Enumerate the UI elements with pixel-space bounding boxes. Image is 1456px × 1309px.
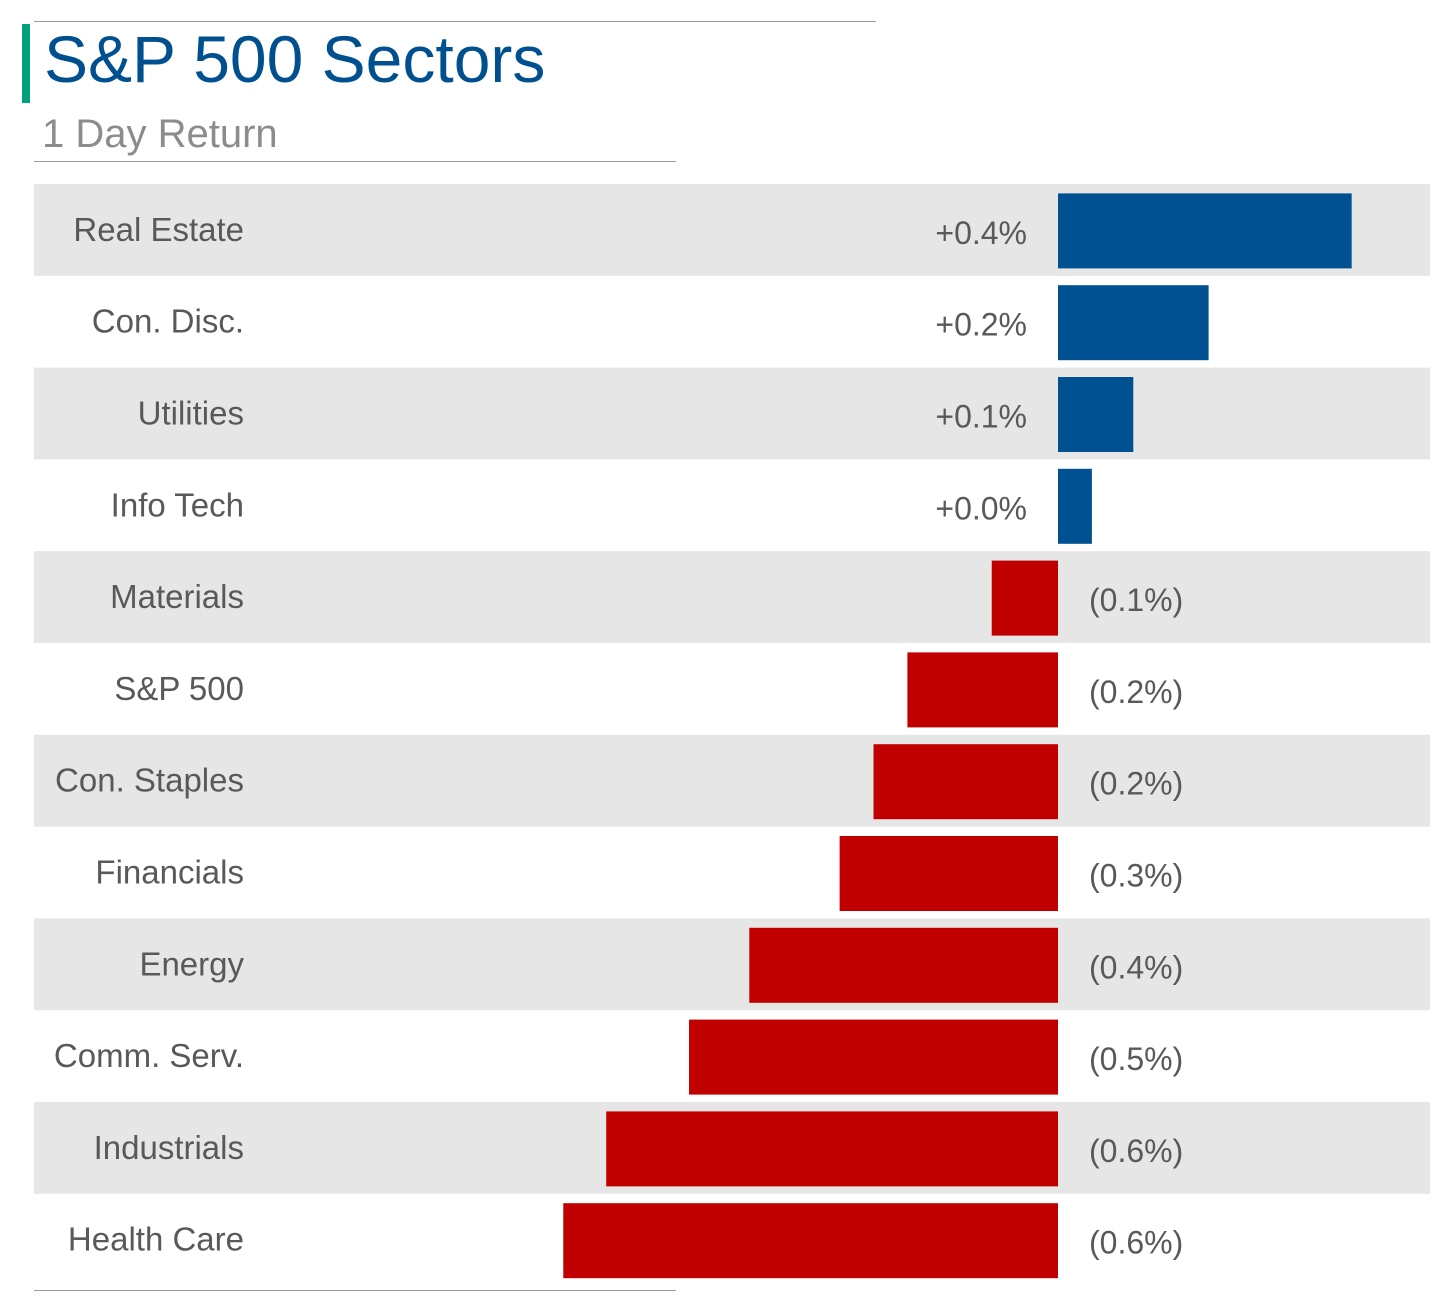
chart-subtitle: 1 Day Return (42, 112, 278, 156)
bar-6 (873, 744, 1058, 820)
value-label: +0.1% (935, 399, 1027, 435)
category-label: Materials (110, 578, 244, 615)
value-label: +0.4% (935, 215, 1027, 251)
value-label: (0.2%) (1089, 674, 1183, 710)
value-label: (0.4%) (1089, 949, 1183, 985)
value-label: (0.3%) (1089, 858, 1183, 894)
bar-7 (839, 836, 1058, 911)
bar-8 (749, 927, 1058, 1003)
subtitle-rule (34, 161, 676, 162)
category-label: Energy (139, 945, 244, 982)
bar-9 (689, 1019, 1058, 1095)
bar-4 (991, 560, 1058, 636)
row-band (34, 551, 1430, 643)
row-band (34, 734, 1430, 827)
row-band (34, 367, 1430, 460)
value-label: (0.1%) (1089, 582, 1183, 618)
category-label: Real Estate (73, 211, 244, 248)
category-label: Con. Disc. (92, 303, 244, 340)
value-label: +0.2% (935, 307, 1027, 343)
category-label: S&P 500 (114, 670, 244, 707)
category-label: Utilities (138, 395, 244, 432)
bar-2 (1058, 377, 1134, 452)
row-band (34, 918, 1430, 1011)
category-label: Con. Staples (55, 762, 244, 799)
bar-3 (1058, 468, 1092, 544)
category-label: Health Care (68, 1221, 244, 1258)
value-label: (0.6%) (1089, 1133, 1183, 1169)
bar-5 (907, 652, 1058, 728)
title-accent-bar (22, 24, 30, 103)
bottom-rule (34, 1290, 676, 1291)
value-label: (0.2%) (1089, 766, 1183, 802)
value-label: (0.5%) (1089, 1041, 1183, 1077)
bar-10 (606, 1111, 1058, 1187)
chart-title: S&P 500 Sectors (44, 22, 546, 96)
category-label: Industrials (94, 1129, 244, 1166)
category-label: Financials (95, 854, 244, 891)
bar-0 (1058, 193, 1352, 269)
value-label: +0.0% (935, 490, 1027, 526)
category-label: Comm. Serv. (54, 1037, 244, 1074)
top-rule (34, 21, 876, 22)
bar-1 (1058, 285, 1209, 361)
bar-11 (563, 1203, 1058, 1279)
category-label: Info Tech (111, 486, 244, 523)
value-label: (0.6%) (1089, 1225, 1183, 1261)
